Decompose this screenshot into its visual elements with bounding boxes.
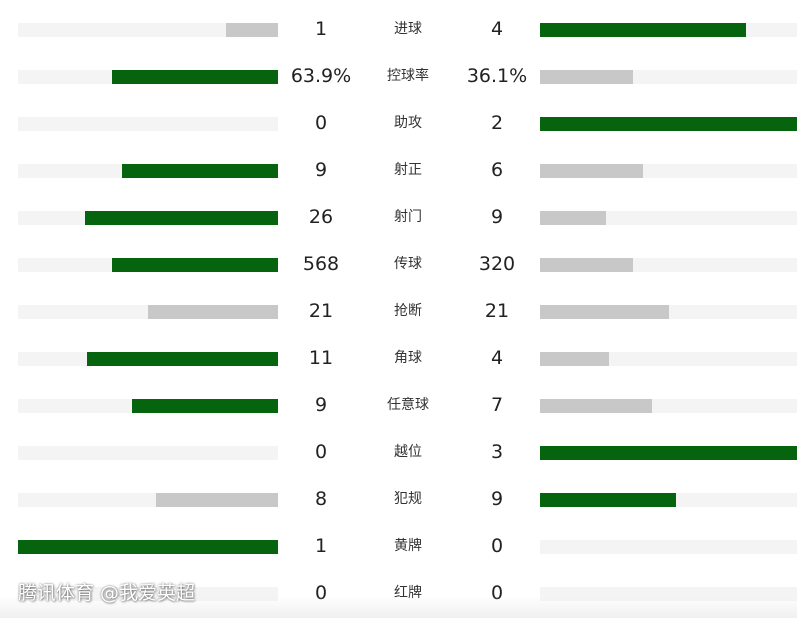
away-bar-track xyxy=(540,446,797,460)
stat-label: 角球 xyxy=(394,350,422,366)
home-bar-fill xyxy=(85,211,278,225)
away-bar-track xyxy=(540,117,797,131)
home-bar-fill xyxy=(18,540,278,554)
away-bar-fill xyxy=(540,211,606,225)
home-value: 1 xyxy=(314,535,328,557)
home-bar-track xyxy=(18,352,278,366)
stat-label: 抢断 xyxy=(394,303,422,319)
home-value: 8 xyxy=(314,488,328,510)
away-value: 9 xyxy=(490,206,504,228)
home-bar-track xyxy=(18,117,278,131)
away-value: 36.1% xyxy=(466,65,528,87)
stat-label: 控球率 xyxy=(387,68,429,84)
away-value: 4 xyxy=(490,347,504,369)
away-bar-fill xyxy=(540,117,797,131)
stat-label: 射门 xyxy=(394,209,422,225)
stat-label: 进球 xyxy=(394,21,422,37)
home-bar-track xyxy=(18,399,278,413)
stat-row-yellow-cards: 1 黄牌 0 xyxy=(0,523,797,570)
away-bar-fill xyxy=(540,70,633,84)
home-value: 1 xyxy=(314,18,328,40)
stat-label: 犯规 xyxy=(394,491,422,507)
away-value: 0 xyxy=(490,535,504,557)
away-value: 4 xyxy=(490,18,504,40)
away-bar-fill xyxy=(540,305,669,319)
home-bar-fill xyxy=(226,23,278,37)
home-value: 568 xyxy=(302,253,340,275)
stat-row-free-kicks: 9 任意球 7 xyxy=(0,382,797,429)
away-value: 6 xyxy=(490,159,504,181)
home-bar-fill xyxy=(112,70,278,84)
home-bar-fill xyxy=(148,305,278,319)
home-bar-track xyxy=(18,164,278,178)
away-bar-fill xyxy=(540,399,652,413)
away-bar-fill xyxy=(540,352,609,366)
stat-row-corners: 11 角球 4 xyxy=(0,335,797,382)
away-bar-track xyxy=(540,399,797,413)
stat-label: 传球 xyxy=(394,256,422,272)
stat-label: 黄牌 xyxy=(394,538,422,554)
stat-row-tackles: 21 抢断 21 xyxy=(0,288,797,335)
home-bar-track xyxy=(18,493,278,507)
home-value: 63.9% xyxy=(290,65,352,87)
away-bar-track xyxy=(540,540,797,554)
away-bar-track xyxy=(540,493,797,507)
home-value: 0 xyxy=(314,582,328,604)
away-bar-track xyxy=(540,587,797,601)
home-bar-fill xyxy=(112,258,278,272)
away-bar-track xyxy=(540,23,797,37)
home-value: 26 xyxy=(308,206,334,228)
away-value: 21 xyxy=(484,300,510,322)
stat-row-shots-on-target: 9 射正 6 xyxy=(0,147,797,194)
home-value: 0 xyxy=(314,441,328,463)
away-value: 9 xyxy=(490,488,504,510)
home-value: 9 xyxy=(314,394,328,416)
away-value: 2 xyxy=(490,112,504,134)
home-bar-track xyxy=(18,540,278,554)
away-bar-track xyxy=(540,352,797,366)
away-bar-track xyxy=(540,164,797,178)
away-bar-fill xyxy=(540,164,643,178)
away-bar-track xyxy=(540,211,797,225)
stat-row-assists: 0 助攻 2 xyxy=(0,100,797,147)
stat-row-offsides: 0 越位 3 xyxy=(0,429,797,476)
stat-row-fouls: 8 犯规 9 xyxy=(0,476,797,523)
home-bar-track xyxy=(18,305,278,319)
away-value: 3 xyxy=(490,441,504,463)
home-bar-track xyxy=(18,211,278,225)
home-value: 9 xyxy=(314,159,328,181)
home-bar-fill xyxy=(87,352,278,366)
stat-label: 红牌 xyxy=(394,585,422,601)
stat-label: 助攻 xyxy=(394,115,422,131)
away-value: 320 xyxy=(478,253,516,275)
away-bar-fill xyxy=(540,446,797,460)
away-bar-track xyxy=(540,258,797,272)
home-bar-fill xyxy=(132,399,278,413)
stat-row-goals: 1 进球 4 xyxy=(0,6,797,53)
stat-row-shots: 26 射门 9 xyxy=(0,194,797,241)
away-bar-track xyxy=(540,70,797,84)
stat-label: 射正 xyxy=(394,162,422,178)
home-value: 21 xyxy=(308,300,334,322)
away-bar-track xyxy=(540,305,797,319)
home-value: 11 xyxy=(308,347,334,369)
away-bar-fill xyxy=(540,493,676,507)
home-bar-fill xyxy=(156,493,278,507)
away-value: 0 xyxy=(490,582,504,604)
home-bar-track xyxy=(18,70,278,84)
home-bar-track xyxy=(18,446,278,460)
stat-row-passes: 568 传球 320 xyxy=(0,241,797,288)
home-bar-fill xyxy=(122,164,278,178)
away-bar-fill xyxy=(540,258,633,272)
stat-label: 任意球 xyxy=(387,397,429,413)
stat-row-possession: 63.9% 控球率 36.1% xyxy=(0,53,797,100)
match-stats-list: 1 进球 4 63.9% 控球率 36.1% 0 助攻 2 9 射正 6 26 … xyxy=(0,6,797,617)
stat-label: 越位 xyxy=(394,444,422,460)
watermark: 腾讯体育 @我爱英超 xyxy=(18,582,196,604)
home-value: 0 xyxy=(314,112,328,134)
away-value: 7 xyxy=(490,394,504,416)
home-bar-track xyxy=(18,258,278,272)
home-bar-track xyxy=(18,23,278,37)
away-bar-fill xyxy=(540,23,746,37)
